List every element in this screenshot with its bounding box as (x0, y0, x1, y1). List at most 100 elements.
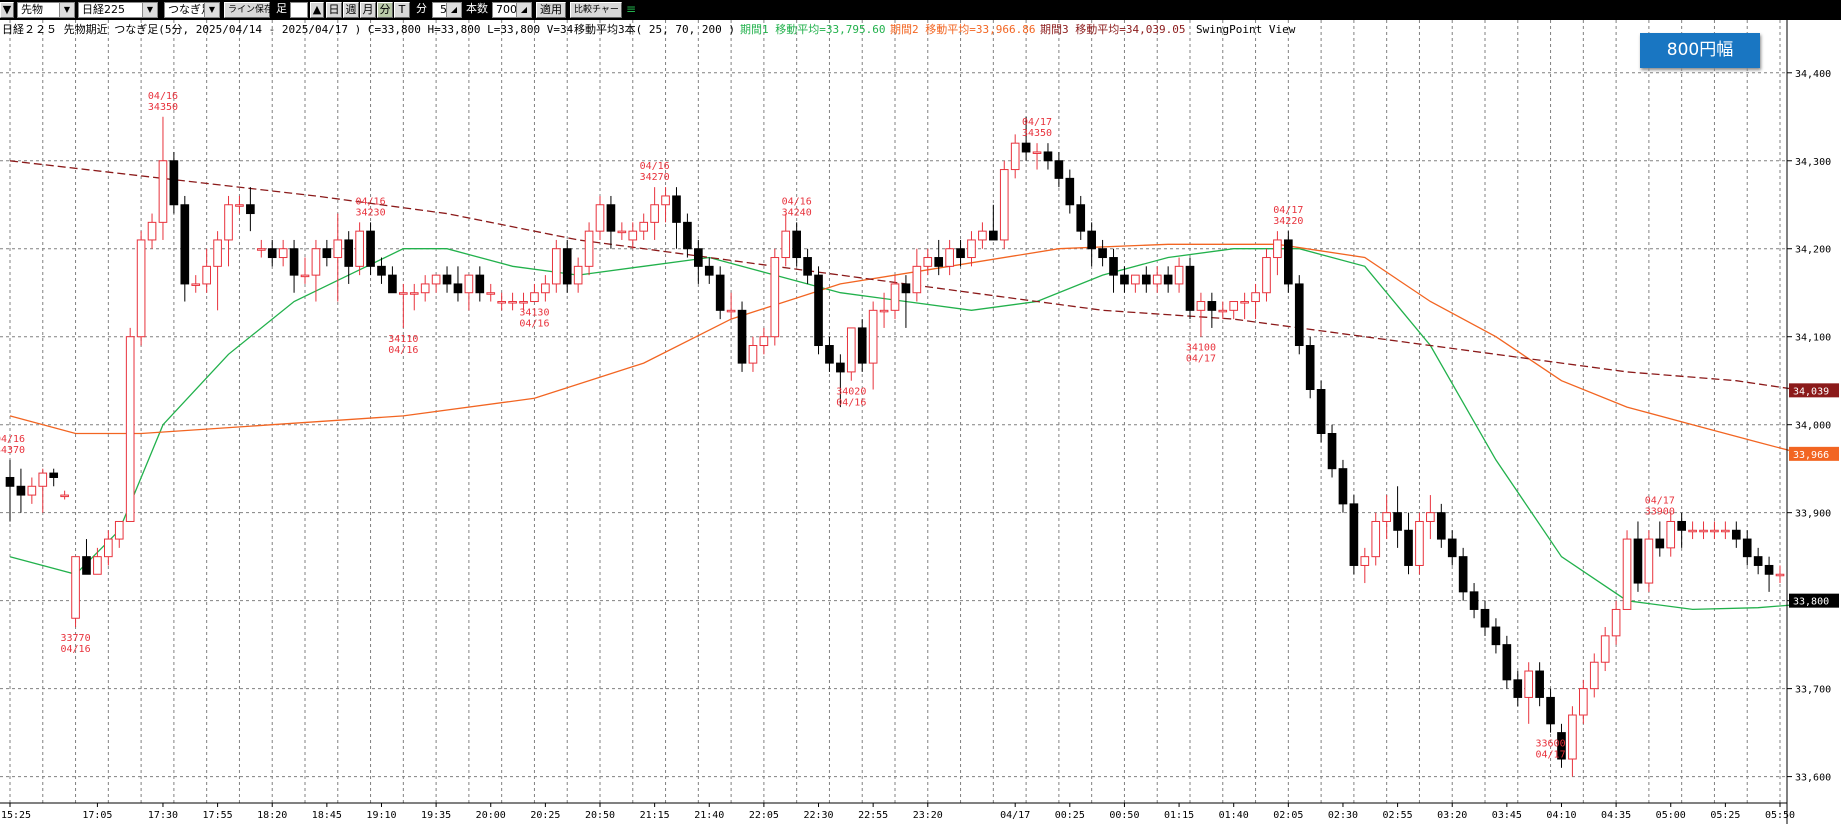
candle (562, 239, 572, 293)
swing-date: 04/16 (782, 196, 812, 207)
candle (180, 195, 190, 302)
ma-line-70 (9, 243, 1803, 455)
candle-type-select[interactable]: つなぎ足 ▼ (164, 2, 220, 18)
chart-header: 日経２２５ 先物期近 つなぎ足(5分, 2025/04/14 - 2025/04… (2, 22, 1296, 36)
candle (836, 354, 845, 408)
x-tick-label: 18:45 (312, 810, 342, 821)
spin-icon: ◢ (516, 3, 531, 17)
candle (1087, 222, 1096, 267)
candle (1382, 495, 1391, 540)
candlestick-chart[interactable]: 04/16343703377004/1604/163435004/1634230… (0, 20, 1841, 824)
candle-body (1021, 142, 1031, 153)
candle-body (366, 230, 375, 267)
candle (104, 530, 113, 566)
compare-chart-button[interactable]: 比較チャート (570, 2, 628, 18)
candle-body (639, 221, 649, 232)
x-tick-label: 02:30 (1328, 810, 1358, 821)
candle (289, 239, 299, 293)
bar-spin-button[interactable]: ▲ (310, 2, 324, 18)
candle (38, 468, 48, 513)
candle (147, 213, 157, 249)
x-tick-label: 05:25 (1710, 810, 1740, 821)
candle-body (1229, 301, 1239, 311)
candle (1163, 266, 1173, 293)
candle-body (333, 239, 343, 259)
period-day-button[interactable]: 日 (326, 2, 342, 18)
candle-body (453, 283, 463, 294)
candle-body (890, 283, 900, 311)
candle (1032, 143, 1042, 170)
y-tick-label: 33,700 (1795, 685, 1831, 696)
candle-body (1633, 538, 1643, 584)
candle-body (147, 221, 157, 241)
candle (530, 283, 539, 303)
candle-body (1076, 204, 1086, 232)
swing-price: 34240 (782, 207, 812, 218)
candle-body (1087, 230, 1096, 250)
period-tick-button[interactable]: T (394, 2, 410, 18)
candle (1065, 169, 1075, 214)
candle (27, 477, 37, 504)
period-week-button[interactable]: 週 (343, 2, 359, 18)
candle (934, 239, 944, 276)
candle (1480, 600, 1490, 636)
candle (1327, 424, 1337, 478)
candle-body (1611, 608, 1621, 637)
swing-date: 04/16 (519, 319, 549, 330)
price-range-badge[interactable]: 800円幅 (1640, 33, 1760, 68)
candle-body (93, 556, 102, 575)
candle (475, 266, 485, 302)
market-select[interactable]: 先物 ▼ (17, 2, 75, 18)
candle-body (1753, 556, 1763, 566)
save-line-button[interactable]: ライン保存 (224, 2, 273, 18)
candle (1338, 459, 1348, 513)
candle (278, 239, 288, 267)
candle-body (1731, 529, 1741, 540)
candle-body (409, 292, 419, 295)
candle (344, 231, 354, 284)
candle-body (846, 327, 856, 373)
candle (1524, 662, 1534, 724)
candle (737, 301, 747, 372)
bar-spin[interactable] (290, 2, 308, 18)
candle-body (956, 248, 965, 259)
period-minute-button[interactable]: 分 (377, 2, 393, 18)
candle (191, 275, 201, 293)
x-tick-label: 23:20 (913, 810, 943, 821)
candle-body (781, 230, 791, 259)
chevron-down-icon: ▼ (204, 3, 219, 17)
candle-body (267, 248, 277, 259)
minute-input[interactable]: 5 ◢ (432, 2, 462, 18)
swing-price: 34230 (356, 207, 386, 218)
x-tick-label: 19:35 (421, 810, 451, 821)
candle (49, 468, 59, 487)
apply-button[interactable]: 適用 (536, 2, 566, 18)
candle (1196, 292, 1206, 337)
candle (890, 275, 900, 320)
candle-body (16, 485, 26, 496)
candle-body (715, 274, 725, 311)
bars-input[interactable]: 700 ◢ (492, 2, 532, 18)
period-month-button[interactable]: 月 (360, 2, 376, 18)
candle (989, 204, 998, 241)
candle (136, 231, 146, 346)
candle-body (1207, 301, 1217, 311)
x-tick-label: 05:00 (1656, 810, 1686, 821)
candle (420, 275, 430, 302)
chart-lines-icon[interactable]: ≡ (626, 2, 637, 16)
candle-body (1415, 520, 1424, 566)
x-tick-label: 01:15 (1164, 810, 1194, 821)
candle-body (1666, 520, 1676, 549)
candle-type-value: つなぎ足 (168, 3, 212, 16)
ma2-readout: 期間2 移動平均=33,966.86 (890, 22, 1035, 36)
candle (901, 275, 911, 328)
candle (1174, 257, 1184, 293)
candle (715, 266, 725, 320)
menu-button[interactable]: ▼ (0, 2, 14, 18)
candle-body (246, 204, 255, 215)
price-tag-box (1789, 446, 1839, 461)
index-select[interactable]: 日経225 ▼ (78, 2, 158, 18)
candle (814, 266, 823, 355)
